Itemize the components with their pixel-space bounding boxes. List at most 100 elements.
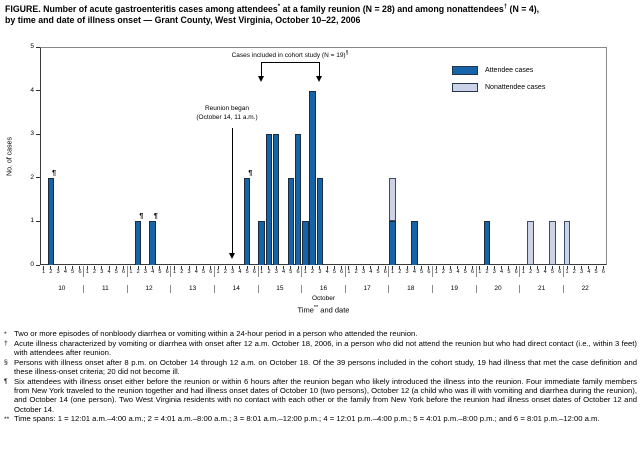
x-slot-label: 3 <box>56 269 60 275</box>
attendee-bar-segment <box>47 177 55 265</box>
y-tick <box>36 133 40 135</box>
x-slot-tick <box>566 266 568 269</box>
attendee-legend-label: Attendee cases <box>485 67 534 74</box>
x-slot-label: 4 <box>325 269 329 275</box>
x-slot-label: 4 <box>281 269 286 275</box>
x-slot-label: 5 <box>507 269 511 275</box>
x-slot-tick <box>595 266 597 269</box>
x-slot-tick <box>79 266 81 269</box>
x-axis-title: Time** and date <box>40 305 607 315</box>
attendee-bar-segment <box>316 177 324 265</box>
pilcrow-marker: ¶ <box>52 169 57 177</box>
x-slot-tick <box>72 266 74 269</box>
x-slot-tick <box>181 266 183 269</box>
attendee-bar-segment <box>273 134 280 265</box>
title-sup-asterisk: * <box>277 4 281 11</box>
x-slot-tick <box>406 266 408 269</box>
x-slot-label: 5 <box>332 269 336 275</box>
x-slot-label: 4 <box>194 269 198 275</box>
y-tick-label: 2 <box>30 173 34 181</box>
attendee-bar-segment <box>149 221 156 265</box>
x-slot-label: 5 <box>463 269 467 275</box>
day-label: 16 <box>319 285 328 292</box>
title-line2: by time and date of illness onset — Gran… <box>5 14 361 25</box>
legend-item-attendee: Attendee cases <box>452 64 545 77</box>
x-slot-tick <box>399 266 401 269</box>
x-slot-label: 1 <box>129 269 133 275</box>
x-slot-tick <box>101 266 103 269</box>
day-label: 10 <box>58 285 66 292</box>
x-slot-label: 1 <box>85 269 89 275</box>
x-slot-tick <box>428 266 430 269</box>
footnote-dagger: † Acute illness characterized by vomitin… <box>4 339 637 358</box>
x-axis-title-pre: Time <box>297 305 314 315</box>
day-label: 14 <box>232 285 240 292</box>
cohort-bracket-left-arm <box>261 62 262 77</box>
x-slot-tick <box>130 266 132 269</box>
x-axis-title-post: and date <box>318 305 350 315</box>
cohort-annotation: Cases included in cohort study (N = 19)§ <box>190 50 390 59</box>
day-row-divider <box>213 284 215 293</box>
x-slot-label: 1 <box>216 269 220 275</box>
x-slot-tick <box>159 266 161 269</box>
x-slot-label: 1 <box>565 269 569 275</box>
x-slot-label: 6 <box>340 269 344 275</box>
cohort-right-arrowhead-icon <box>316 76 323 82</box>
y-tick <box>36 177 40 179</box>
day-divider <box>344 266 346 277</box>
x-slot-tick <box>559 266 561 269</box>
x-slot-label: 1 <box>478 269 482 275</box>
x-slot-label: 5 <box>289 269 293 275</box>
x-slot-tick <box>319 266 321 269</box>
legend-item-nonattendee: Nonattendee cases <box>452 81 545 94</box>
x-slot-label: 5 <box>245 269 249 275</box>
x-slot-tick <box>203 266 205 269</box>
x-slot-label: 3 <box>187 269 191 275</box>
figure-title: FIGURE. Number of acute gastroenteritis … <box>5 4 638 26</box>
x-slot-label: 5 <box>594 269 598 275</box>
x-slot-tick <box>442 266 444 269</box>
x-slot-label: 2 <box>136 269 140 275</box>
cohort-bracket-line <box>261 62 320 63</box>
day-label: 13 <box>189 285 197 292</box>
x-slot-label: 3 <box>361 269 365 275</box>
footnote-marker: § <box>4 359 8 367</box>
x-slot-label: 6 <box>383 269 387 275</box>
y-tick <box>36 264 40 266</box>
x-slot-tick <box>326 266 328 269</box>
day-row-divider <box>519 284 521 293</box>
x-slot-label: 4 <box>107 269 111 275</box>
day-divider <box>257 266 259 277</box>
x-slot-tick <box>64 266 66 269</box>
footnote-marker: ** <box>4 415 10 423</box>
attendee-bar-segment <box>287 177 295 265</box>
x-slot-tick <box>144 266 146 269</box>
x-slot-tick <box>94 266 96 269</box>
x-slot-label: 1 <box>172 269 176 275</box>
x-slot-tick <box>384 266 386 269</box>
footnote-pilcrow: ¶ Six attendees with illness onset eithe… <box>4 377 637 415</box>
day-divider <box>126 266 128 277</box>
x-slot-label: 4 <box>543 269 547 275</box>
x-slot-tick <box>152 266 154 269</box>
day-row-divider <box>126 284 128 293</box>
y-tick-label: 1 <box>30 217 34 225</box>
reunion-annotation: Reunion began (October 14, 11 a.m.) <box>177 105 277 123</box>
day-row-divider <box>388 284 390 293</box>
x-slot-tick <box>253 266 255 269</box>
x-slot-tick <box>304 266 306 269</box>
day-divider <box>83 266 85 277</box>
x-slot-tick <box>210 266 212 269</box>
x-slot-tick <box>551 266 553 269</box>
y-tick-label: 3 <box>30 130 34 138</box>
x-slot-tick <box>348 266 350 269</box>
x-slot-tick <box>341 266 343 269</box>
x-slot-tick <box>530 266 532 269</box>
plot-area <box>40 47 607 265</box>
day-divider <box>301 266 303 277</box>
reunion-arrowhead-icon <box>229 253 236 259</box>
attendee-bar-segment <box>302 221 309 265</box>
month-label: October <box>311 295 336 302</box>
x-slot-label: 2 <box>572 269 576 275</box>
day-divider <box>562 266 564 277</box>
